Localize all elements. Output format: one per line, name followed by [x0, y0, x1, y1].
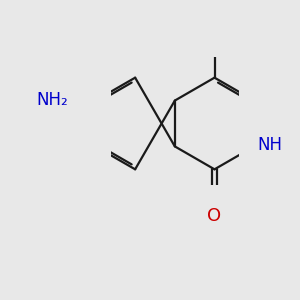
- Text: NH: NH: [258, 136, 283, 154]
- Text: NH₂: NH₂: [36, 91, 68, 109]
- Text: O: O: [207, 207, 222, 225]
